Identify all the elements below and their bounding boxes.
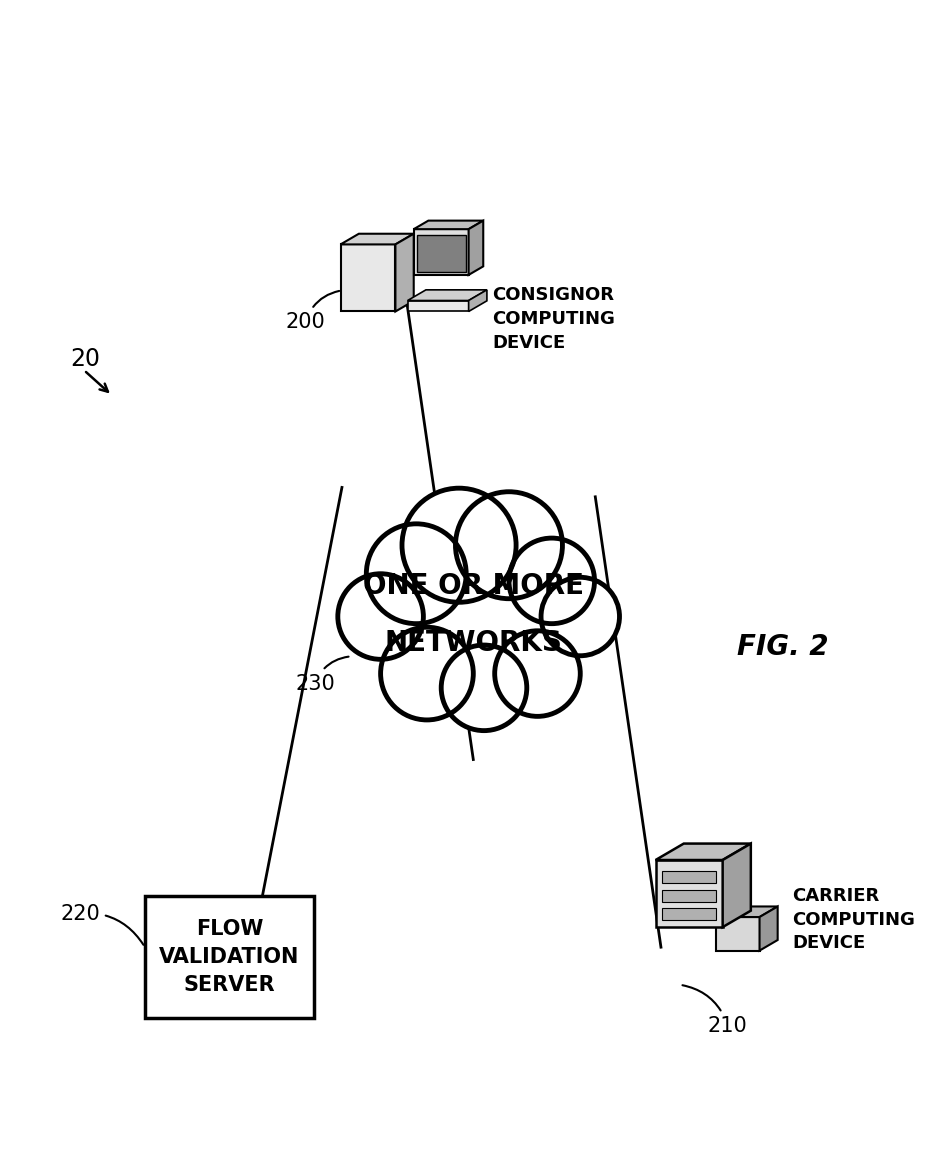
Polygon shape bbox=[662, 908, 715, 920]
Polygon shape bbox=[662, 890, 715, 901]
Polygon shape bbox=[469, 221, 483, 276]
Polygon shape bbox=[340, 234, 414, 244]
Text: ONE OR MORE: ONE OR MORE bbox=[362, 572, 584, 600]
Ellipse shape bbox=[375, 512, 571, 707]
Polygon shape bbox=[469, 291, 487, 312]
Text: CONSIGNOR
COMPUTING
DEVICE: CONSIGNOR COMPUTING DEVICE bbox=[492, 286, 614, 351]
Polygon shape bbox=[759, 907, 777, 950]
Polygon shape bbox=[722, 843, 750, 927]
Text: FIG. 2: FIG. 2 bbox=[737, 633, 828, 661]
Polygon shape bbox=[715, 918, 759, 950]
Text: 230: 230 bbox=[295, 657, 348, 693]
Polygon shape bbox=[655, 843, 750, 861]
Polygon shape bbox=[655, 861, 722, 927]
Text: 200: 200 bbox=[285, 291, 340, 333]
Text: NETWORKS: NETWORKS bbox=[384, 628, 562, 656]
Ellipse shape bbox=[401, 488, 515, 602]
Polygon shape bbox=[414, 221, 483, 229]
Text: 210: 210 bbox=[682, 985, 747, 1036]
Polygon shape bbox=[414, 229, 469, 276]
Ellipse shape bbox=[509, 538, 594, 623]
Text: 220: 220 bbox=[61, 904, 144, 944]
Polygon shape bbox=[417, 236, 465, 272]
Ellipse shape bbox=[441, 645, 527, 730]
Text: FLOW
VALIDATION
SERVER: FLOW VALIDATION SERVER bbox=[159, 919, 300, 994]
Polygon shape bbox=[715, 907, 777, 918]
Polygon shape bbox=[340, 244, 396, 312]
Ellipse shape bbox=[456, 492, 562, 599]
Polygon shape bbox=[407, 301, 469, 312]
Polygon shape bbox=[407, 291, 487, 301]
Text: CARRIER
COMPUTING
DEVICE: CARRIER COMPUTING DEVICE bbox=[792, 886, 915, 951]
Ellipse shape bbox=[338, 575, 423, 659]
FancyBboxPatch shape bbox=[145, 896, 314, 1018]
Polygon shape bbox=[662, 871, 715, 883]
Ellipse shape bbox=[380, 628, 473, 720]
Polygon shape bbox=[396, 234, 414, 312]
Ellipse shape bbox=[366, 525, 466, 623]
Text: 20: 20 bbox=[69, 347, 100, 371]
Ellipse shape bbox=[541, 578, 619, 656]
Ellipse shape bbox=[495, 632, 580, 716]
